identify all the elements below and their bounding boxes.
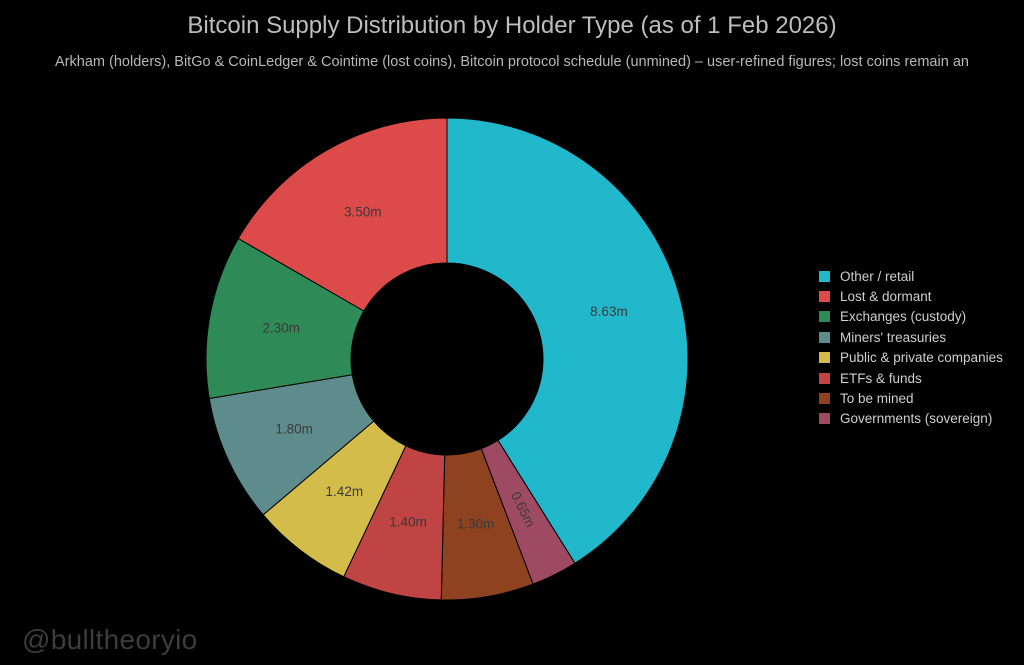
watermark: @bulltheoryio bbox=[22, 624, 198, 655]
legend-item[interactable]: Lost & dormant bbox=[819, 286, 1003, 306]
slice-value-label: 1.30m bbox=[457, 517, 495, 532]
legend-item[interactable]: Miners' treasuries bbox=[819, 327, 1003, 347]
donut-slice bbox=[237, 117, 448, 312]
legend-label: To be mined bbox=[840, 391, 914, 407]
legend-label: Exchanges (custody) bbox=[840, 309, 967, 325]
legend-label: Lost & dormant bbox=[840, 289, 932, 305]
slice-value-label: 3.50m bbox=[344, 205, 382, 220]
chart-title: Bitcoin Supply Distribution by Holder Ty… bbox=[187, 12, 837, 39]
slice-value-label: 1.80m bbox=[275, 421, 313, 436]
legend-label: Governments (sovereign) bbox=[840, 411, 993, 427]
legend-label: Miners' treasuries bbox=[840, 329, 947, 345]
slice-value-label: 2.30m bbox=[262, 320, 300, 335]
legend-item[interactable]: ETFs & funds bbox=[819, 368, 1003, 388]
legend-label: Public & private companies bbox=[840, 350, 1003, 366]
legend-item[interactable]: Other / retail bbox=[819, 266, 1003, 286]
slice-value-label: 1.40m bbox=[389, 514, 427, 529]
legend-item[interactable]: Public & private companies bbox=[819, 348, 1003, 368]
legend-label: Other / retail bbox=[840, 268, 915, 284]
legend-item[interactable]: To be mined bbox=[819, 388, 1003, 408]
donut-slice bbox=[446, 117, 689, 564]
legend-swatch bbox=[819, 352, 830, 364]
chart-legend: Other / retail Lost & dormant Exchanges (c… bbox=[819, 266, 1003, 429]
legend-item[interactable]: Governments (sovereign) bbox=[819, 409, 1003, 429]
legend-swatch bbox=[819, 393, 830, 405]
legend-swatch bbox=[819, 331, 830, 343]
legend-label: ETFs & funds bbox=[840, 370, 922, 386]
slice-value-label: 1.42m bbox=[326, 484, 364, 499]
legend-swatch bbox=[819, 291, 830, 303]
legend-swatch bbox=[819, 270, 830, 282]
chart-subtitle: Arkham (holders), BitGo & CoinLedger & C… bbox=[55, 54, 969, 70]
legend-swatch bbox=[819, 413, 830, 425]
slice-value-label: 8.63m bbox=[590, 304, 628, 319]
legend-swatch bbox=[819, 311, 830, 323]
legend-swatch bbox=[819, 372, 830, 384]
legend-item[interactable]: Exchanges (custody) bbox=[819, 307, 1003, 327]
